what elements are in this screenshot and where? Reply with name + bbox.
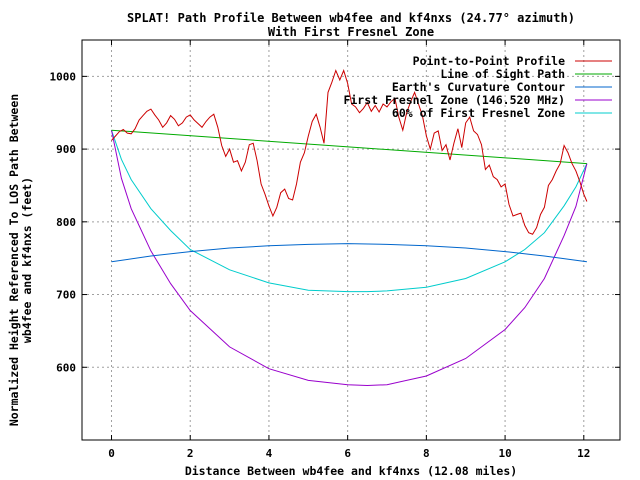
chart-title: SPLAT! Path Profile Between wb4fee and k… xyxy=(127,11,575,25)
series-line-3 xyxy=(111,130,588,387)
y-tick-label: 600 xyxy=(56,361,76,374)
legend-label-3: First Fresnel Zone (146.520 MHz) xyxy=(343,93,565,107)
x-tick-label: 2 xyxy=(187,447,194,460)
y-tick-label: 800 xyxy=(56,216,76,229)
x-tick-label: 6 xyxy=(344,447,351,460)
x-tick-label: 4 xyxy=(266,447,273,460)
x-tick-label: 0 xyxy=(108,447,115,460)
chart-subtitle: With First Fresnel Zone xyxy=(268,25,434,39)
x-tick-label: 8 xyxy=(423,447,430,460)
series-line-1 xyxy=(111,129,587,165)
grid xyxy=(82,40,620,440)
y-axis-label-line1: Normalized Height Referenced To LOS Path… xyxy=(7,94,21,426)
x-tick-label: 10 xyxy=(498,447,511,460)
x-tick-label: 12 xyxy=(577,447,590,460)
y-tick-label: 900 xyxy=(56,143,76,156)
legend-label-2: Earth's Curvature Contour xyxy=(392,80,565,94)
axis-ticks: 0 2 4 6 8 10 12 600 700 800 900 1000 xyxy=(50,40,620,460)
x-axis-label: Distance Between wb4fee and kf4nxs (12.0… xyxy=(185,464,517,478)
legend-label-4: 60% of First Fresnel Zone xyxy=(392,106,565,120)
series-line-4 xyxy=(111,130,588,293)
y-axis-label-line2: wb4fee and kf4nxs (feet) xyxy=(20,177,34,343)
series-line-0 xyxy=(111,69,588,235)
y-tick-label: 1000 xyxy=(50,70,77,83)
legend-label-0: Point-to-Point Profile xyxy=(413,54,565,68)
plot-frame xyxy=(81,39,621,441)
series-group xyxy=(111,69,588,387)
series-line-2 xyxy=(111,243,587,263)
y-tick-label: 700 xyxy=(56,289,76,302)
legend-label-1: Line of Sight Path xyxy=(440,67,565,81)
